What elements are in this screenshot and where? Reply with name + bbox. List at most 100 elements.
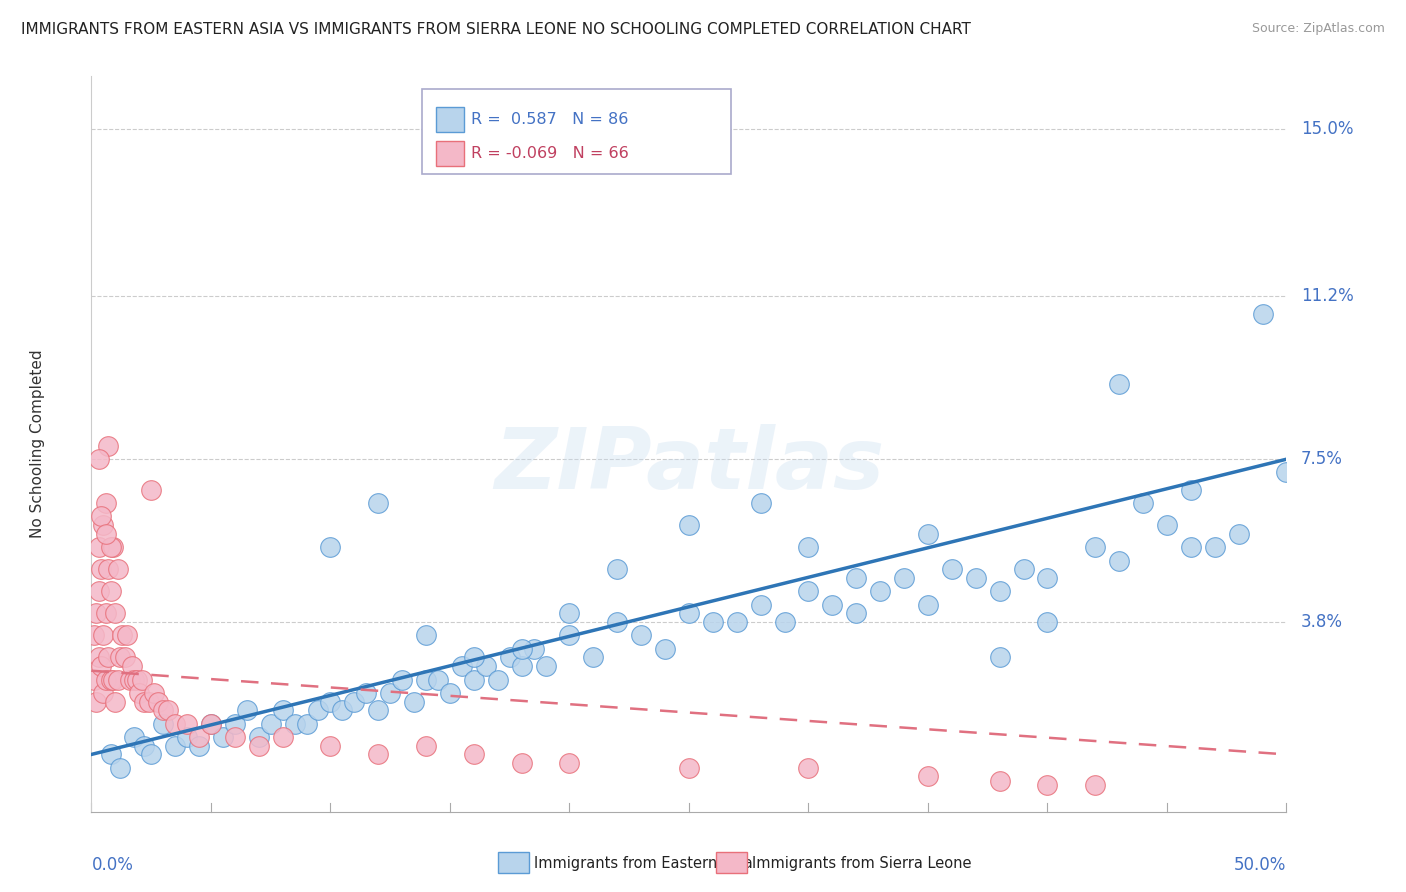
Point	[90, 509, 112, 524]
Point	[498, 650, 520, 665]
Point	[93, 628, 114, 642]
Point	[87, 452, 110, 467]
Point	[152, 703, 174, 717]
Point	[87, 541, 110, 555]
Point	[678, 607, 700, 621]
Point	[463, 650, 485, 665]
Point	[378, 686, 402, 700]
Point	[163, 716, 186, 731]
Text: 0.0%: 0.0%	[91, 856, 134, 874]
Point	[319, 541, 342, 555]
Point	[319, 739, 342, 753]
Point	[107, 562, 129, 576]
Point	[118, 673, 141, 687]
Point	[259, 716, 281, 731]
Point	[131, 673, 153, 687]
Point	[100, 584, 122, 599]
Point	[404, 694, 426, 708]
Point	[367, 747, 389, 762]
Point	[94, 527, 117, 541]
Point	[1036, 615, 1059, 630]
Point	[1227, 527, 1250, 541]
Point	[1012, 562, 1035, 576]
Point	[415, 673, 437, 687]
Text: R = -0.069   N = 66: R = -0.069 N = 66	[471, 146, 628, 161]
Point	[917, 598, 939, 612]
Point	[1108, 553, 1130, 567]
Point	[941, 562, 963, 576]
Text: Immigrants from Sierra Leone: Immigrants from Sierra Leone	[752, 856, 972, 871]
Point	[97, 650, 120, 665]
Point	[367, 703, 389, 717]
Point	[678, 761, 700, 775]
Point	[87, 584, 110, 599]
Point	[90, 562, 112, 576]
Point	[115, 628, 138, 642]
Point	[797, 584, 820, 599]
Point	[307, 703, 329, 717]
Point	[367, 496, 389, 510]
Point	[94, 496, 117, 510]
Point	[125, 673, 148, 687]
Point	[1251, 307, 1274, 321]
Point	[893, 571, 915, 585]
Point	[1180, 541, 1202, 555]
Point	[1132, 496, 1154, 510]
Point	[132, 694, 155, 708]
Point	[97, 562, 120, 576]
Point	[176, 730, 198, 744]
Text: Immigrants from Eastern Asia: Immigrants from Eastern Asia	[534, 856, 754, 871]
Point	[654, 641, 676, 656]
Text: 3.8%: 3.8%	[1301, 613, 1343, 632]
Point	[121, 659, 143, 673]
Point	[558, 756, 581, 771]
Point	[1036, 778, 1059, 792]
Point	[988, 773, 1011, 788]
Text: 11.2%: 11.2%	[1301, 287, 1354, 305]
Point	[988, 584, 1011, 599]
Point	[138, 694, 160, 708]
Point	[148, 694, 170, 708]
Point	[821, 598, 844, 612]
Point	[426, 673, 449, 687]
Point	[141, 483, 162, 497]
Point	[415, 628, 437, 642]
Point	[187, 730, 211, 744]
Point	[845, 571, 868, 585]
Point	[845, 607, 868, 621]
Point	[224, 716, 246, 731]
Point	[271, 703, 294, 717]
Point	[988, 650, 1011, 665]
Point	[100, 541, 122, 555]
Point	[247, 739, 270, 753]
Point	[101, 541, 124, 555]
Point	[749, 598, 772, 612]
Point	[128, 686, 150, 700]
Point	[247, 730, 270, 744]
Point	[100, 747, 122, 762]
Text: 50.0%: 50.0%	[1234, 856, 1286, 874]
Point	[558, 628, 581, 642]
Point	[797, 541, 820, 555]
Point	[295, 716, 318, 731]
Point	[187, 739, 211, 753]
Point	[132, 739, 155, 753]
Point	[156, 703, 179, 717]
Text: 15.0%: 15.0%	[1301, 120, 1354, 137]
Point	[108, 650, 131, 665]
Point	[354, 686, 377, 700]
Point	[83, 673, 105, 687]
Point	[211, 730, 233, 744]
Point	[486, 673, 509, 687]
Point	[1036, 571, 1059, 585]
Point	[439, 686, 461, 700]
Point	[725, 615, 748, 630]
Point	[1156, 518, 1178, 533]
Point	[606, 562, 628, 576]
Point	[797, 761, 820, 775]
Point	[773, 615, 796, 630]
Point	[1204, 541, 1226, 555]
Point	[1180, 483, 1202, 497]
Text: Source: ZipAtlas.com: Source: ZipAtlas.com	[1251, 22, 1385, 36]
Point	[83, 628, 105, 642]
